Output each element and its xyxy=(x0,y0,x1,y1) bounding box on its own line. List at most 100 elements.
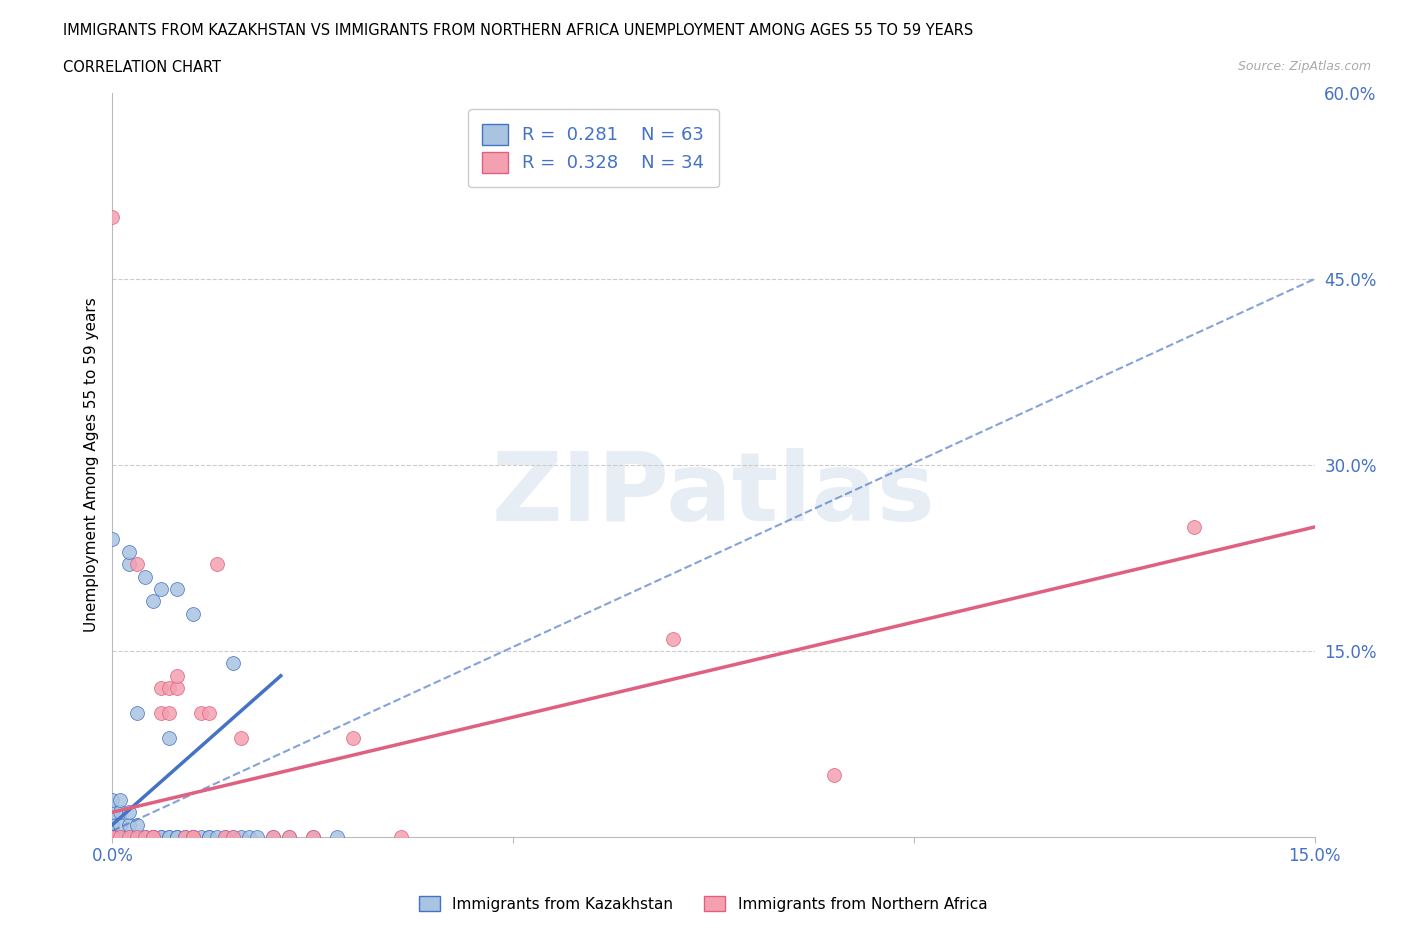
Point xyxy=(246,830,269,844)
Point xyxy=(181,830,204,844)
Point xyxy=(205,830,228,844)
Point xyxy=(110,830,132,844)
Point xyxy=(125,706,148,721)
Point xyxy=(342,730,364,745)
Point xyxy=(141,830,163,844)
Point xyxy=(141,830,163,844)
Point xyxy=(110,792,132,807)
Legend: R =  0.281    N = 63, R =  0.328    N = 34: R = 0.281 N = 63, R = 0.328 N = 34 xyxy=(468,110,718,187)
Point xyxy=(134,830,156,844)
Text: IMMIGRANTS FROM KAZAKHSTAN VS IMMIGRANTS FROM NORTHERN AFRICA UNEMPLOYMENT AMONG: IMMIGRANTS FROM KAZAKHSTAN VS IMMIGRANTS… xyxy=(63,23,973,38)
Point xyxy=(149,581,172,596)
Point xyxy=(141,830,163,844)
Point xyxy=(181,830,204,844)
Point xyxy=(117,830,139,844)
Point xyxy=(173,830,195,844)
Point xyxy=(157,730,180,745)
Point xyxy=(117,830,139,844)
Point xyxy=(166,830,188,844)
Point xyxy=(197,830,219,844)
Point xyxy=(149,830,172,844)
Point xyxy=(157,830,180,844)
Point xyxy=(173,830,195,844)
Point xyxy=(110,830,132,844)
Point xyxy=(214,830,236,844)
Point xyxy=(389,830,412,844)
Point xyxy=(101,830,124,844)
Text: ZIPatlas: ZIPatlas xyxy=(492,448,935,541)
Point xyxy=(101,830,124,844)
Point xyxy=(101,817,124,832)
Point xyxy=(229,830,252,844)
Point xyxy=(101,792,124,807)
Point xyxy=(117,830,139,844)
Point xyxy=(181,606,204,621)
Point xyxy=(166,669,188,684)
Point xyxy=(125,830,148,844)
Point xyxy=(222,656,245,671)
Point xyxy=(117,804,139,819)
Point xyxy=(117,830,139,844)
Point xyxy=(134,830,156,844)
Point xyxy=(101,830,124,844)
Point xyxy=(277,830,299,844)
Point xyxy=(125,830,148,844)
Point xyxy=(101,804,124,819)
Point xyxy=(181,830,204,844)
Point xyxy=(205,557,228,572)
Point xyxy=(141,830,163,844)
Point xyxy=(101,830,124,844)
Point xyxy=(101,209,124,224)
Point xyxy=(149,830,172,844)
Point xyxy=(149,681,172,696)
Point xyxy=(190,830,212,844)
Point xyxy=(125,830,148,844)
Point xyxy=(157,706,180,721)
Point xyxy=(823,767,845,782)
Point xyxy=(302,830,325,844)
Point xyxy=(181,830,204,844)
Point xyxy=(117,817,139,832)
Y-axis label: Unemployment Among Ages 55 to 59 years: Unemployment Among Ages 55 to 59 years xyxy=(83,298,98,632)
Point xyxy=(117,830,139,844)
Point xyxy=(662,631,685,646)
Point xyxy=(197,830,219,844)
Point xyxy=(141,830,163,844)
Point xyxy=(149,706,172,721)
Point xyxy=(157,681,180,696)
Point xyxy=(238,830,260,844)
Legend: Immigrants from Kazakhstan, Immigrants from Northern Africa: Immigrants from Kazakhstan, Immigrants f… xyxy=(413,889,993,918)
Point xyxy=(222,830,245,844)
Point xyxy=(262,830,284,844)
Point xyxy=(110,830,132,844)
Point xyxy=(125,830,148,844)
Point xyxy=(277,830,299,844)
Point xyxy=(181,830,204,844)
Point xyxy=(166,830,188,844)
Point xyxy=(190,706,212,721)
Point xyxy=(117,557,139,572)
Point xyxy=(214,830,236,844)
Point xyxy=(173,830,195,844)
Point xyxy=(229,730,252,745)
Point xyxy=(125,557,148,572)
Point xyxy=(197,706,219,721)
Point xyxy=(166,581,188,596)
Text: CORRELATION CHART: CORRELATION CHART xyxy=(63,60,221,75)
Point xyxy=(110,804,132,819)
Point xyxy=(101,830,124,844)
Point xyxy=(166,681,188,696)
Point xyxy=(141,594,163,609)
Point xyxy=(157,830,180,844)
Point xyxy=(166,830,188,844)
Point xyxy=(110,830,132,844)
Point xyxy=(1184,520,1206,535)
Point xyxy=(222,830,245,844)
Point xyxy=(302,830,325,844)
Point xyxy=(117,544,139,559)
Point xyxy=(110,830,132,844)
Point xyxy=(326,830,349,844)
Point xyxy=(110,817,132,832)
Point xyxy=(101,532,124,547)
Point xyxy=(134,830,156,844)
